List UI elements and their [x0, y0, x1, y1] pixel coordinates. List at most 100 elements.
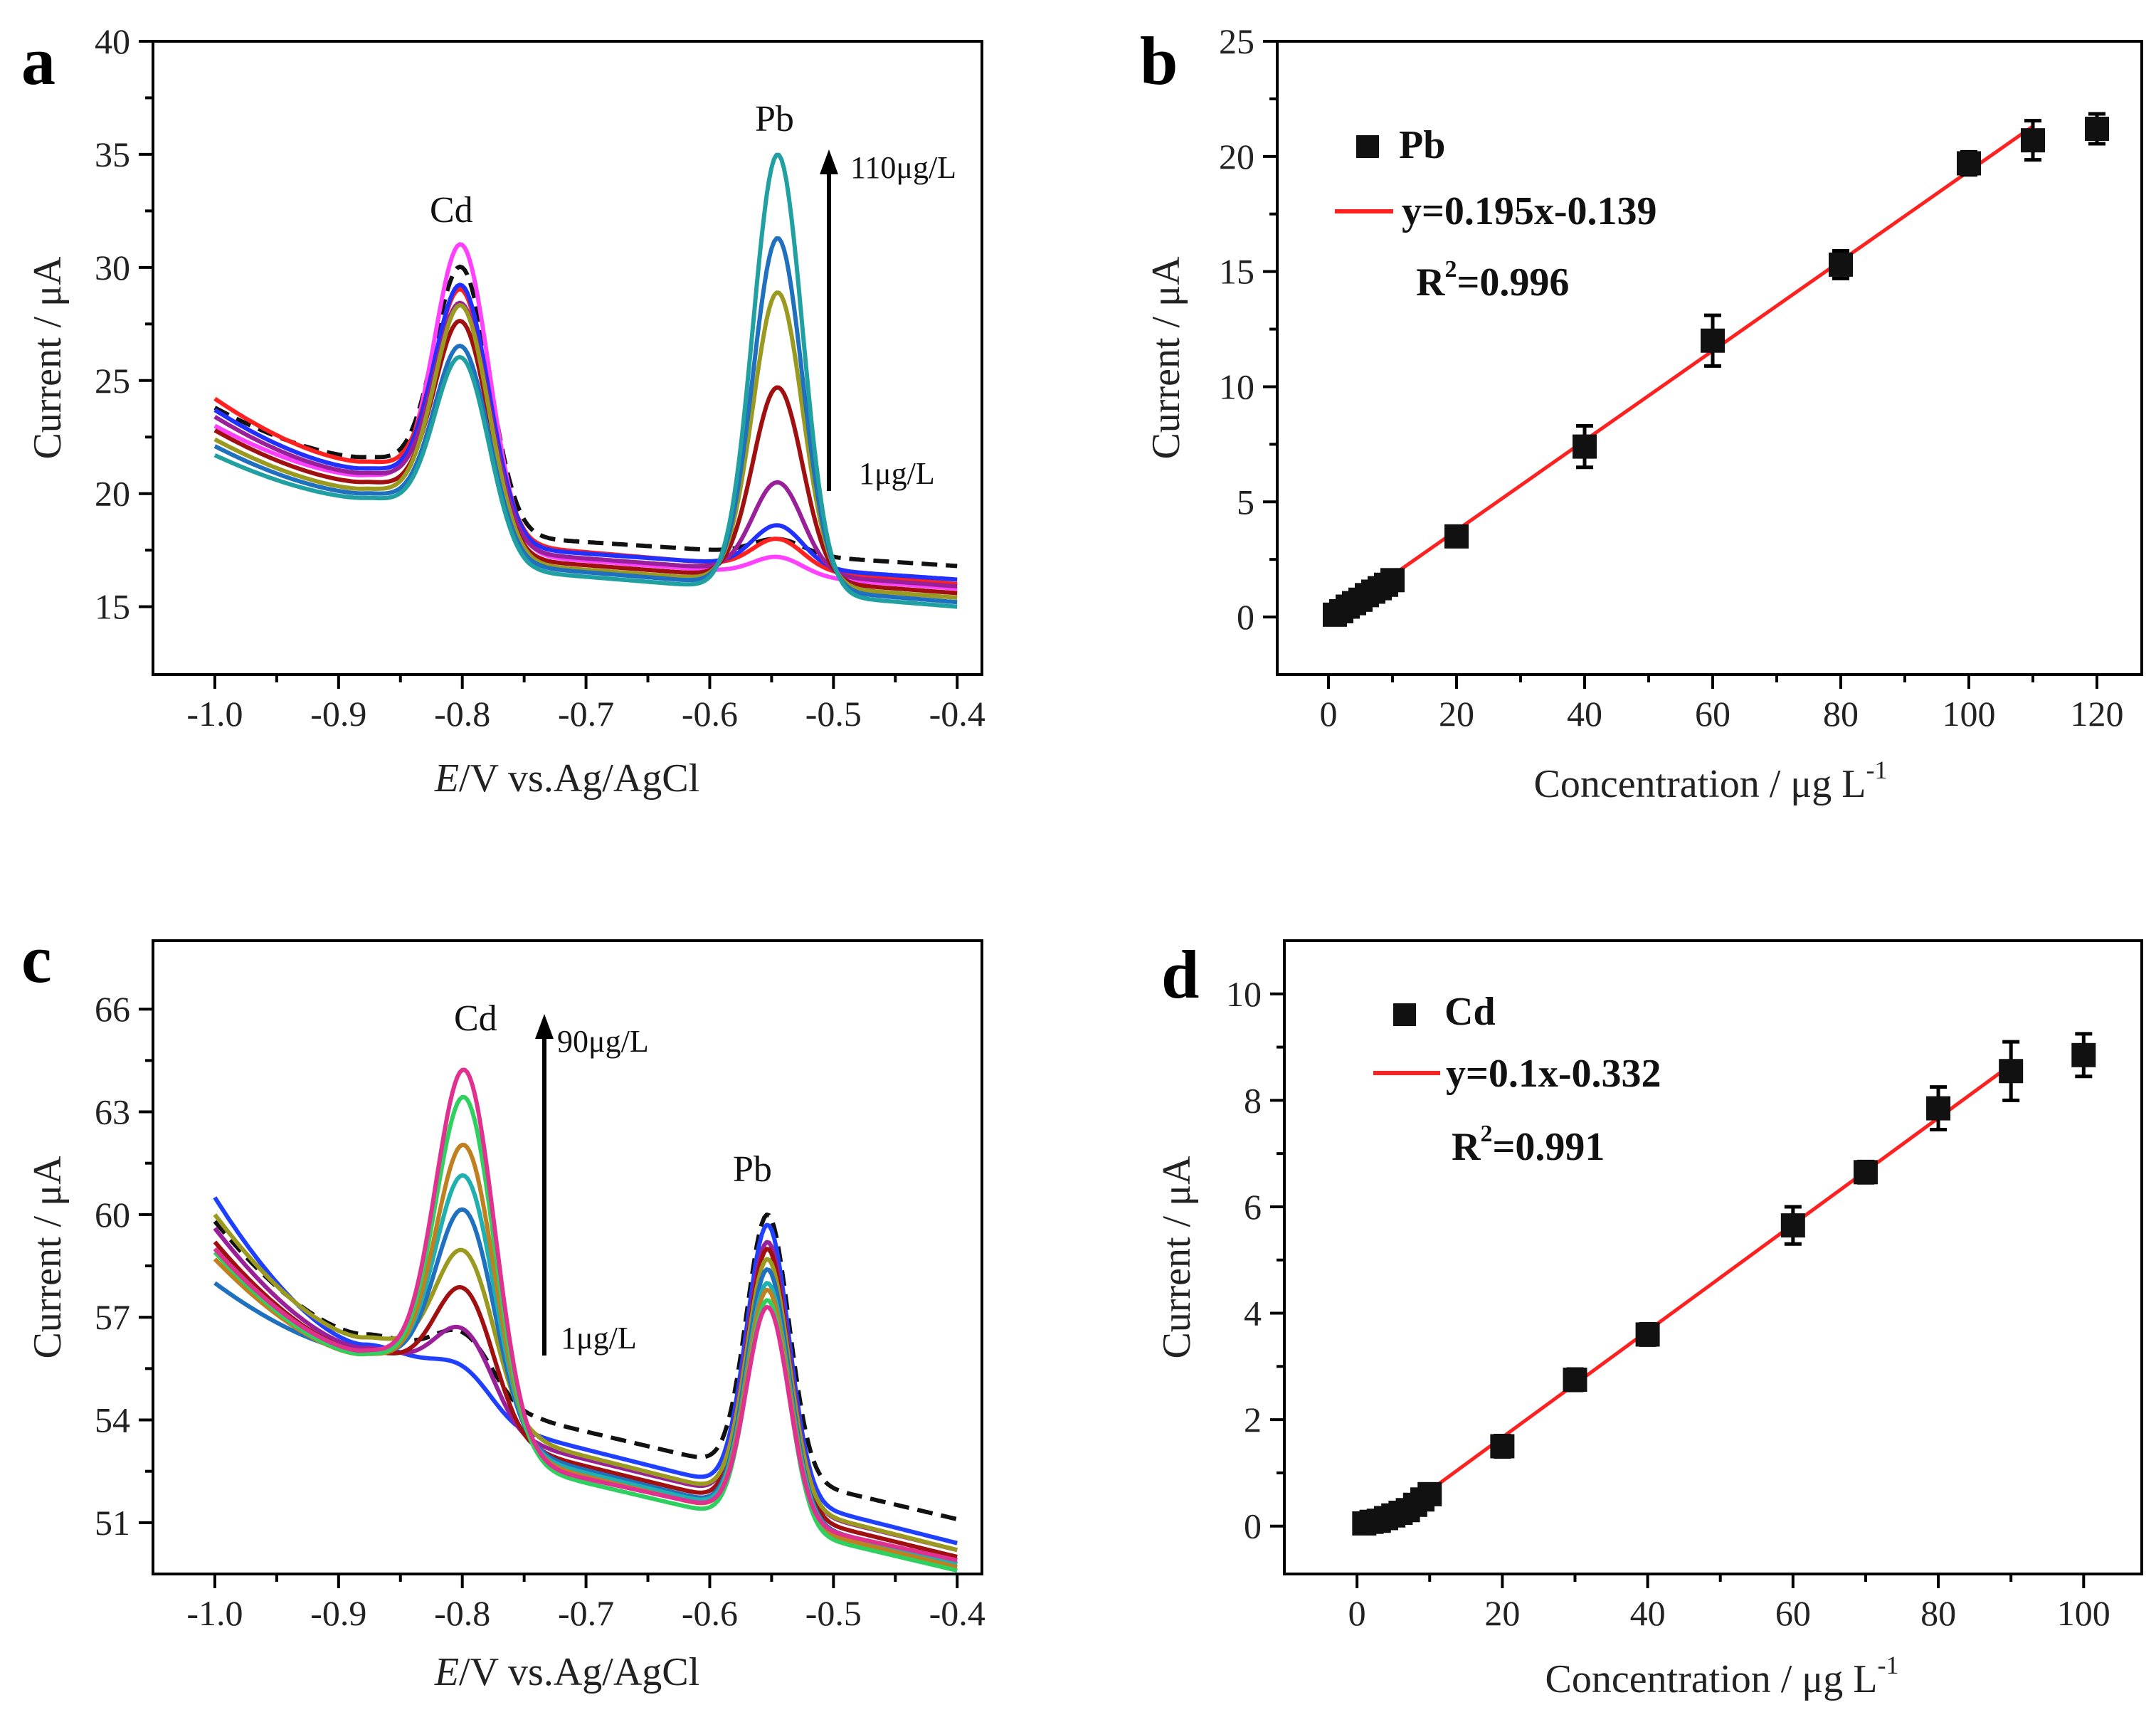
- x-axis-title-a: E/V vs.Ag/AgCl: [434, 756, 699, 801]
- plot-frame-d: [1283, 939, 2143, 1575]
- y-axis-title-c: Current / μA: [26, 1156, 70, 1359]
- x-tick-label-c: -0.9: [310, 1593, 366, 1633]
- data-point-d: [1417, 1481, 1442, 1506]
- x-tick-label-a: -1.0: [186, 694, 243, 734]
- legend-equation-d: y=0.1x-0.332: [1446, 1052, 1661, 1096]
- legend-label-b: Pb: [1399, 123, 1445, 167]
- x-tick-label-c: -0.8: [434, 1593, 490, 1633]
- x-tick-label-b: 120: [2071, 694, 2124, 734]
- arrow-head-c: [535, 1014, 554, 1039]
- data-point-d: [1780, 1213, 1805, 1238]
- x-tick-label-b: 40: [1567, 694, 1602, 734]
- y-tick-label-b: 25: [1219, 21, 1254, 61]
- x-tick-label-c: -0.6: [682, 1593, 738, 1633]
- fit-line-d: [1370, 1063, 2012, 1535]
- legend-equation-b: y=0.195x-0.139: [1402, 189, 1657, 233]
- data-point-b: [1380, 568, 1405, 593]
- y-tick-label-b: 10: [1219, 366, 1254, 406]
- x-tick-label-b: 80: [1823, 694, 1859, 734]
- legend-label-d: Cd: [1444, 990, 1496, 1034]
- x-tick-label-c: -0.7: [558, 1593, 614, 1633]
- data-point-d: [2071, 1042, 2096, 1067]
- x-tick-label-c: -0.4: [929, 1593, 985, 1633]
- y-tick-label-d: 10: [1226, 974, 1262, 1014]
- x-tick-label-a: -0.5: [805, 694, 862, 734]
- y-axis-title-a: Current / μA: [26, 256, 70, 460]
- annotation-low-c: 1μg/L: [561, 1321, 637, 1356]
- annotation-cd-a: Cd: [430, 190, 473, 231]
- panel-b: b 0 20 40 60 80 100 120 0 5 10 15 20 25 Pb y=0.195x-…: [1140, 21, 2143, 806]
- series-line-a-1: [213, 242, 958, 591]
- x-axis-title-b: Concentration / μg L-1: [1533, 756, 1887, 806]
- x-tick-label-a: -0.8: [434, 694, 490, 734]
- y-tick-label-c: 51: [95, 1503, 130, 1543]
- plot-frame-a: [152, 40, 983, 676]
- y-tick-label-d: 4: [1244, 1294, 1262, 1333]
- data-point-b: [1701, 328, 1725, 353]
- annotation-high-a: 110μg/L: [850, 150, 956, 185]
- x-tick-label-d: 20: [1484, 1593, 1520, 1633]
- x-tick-label-a: -0.6: [682, 694, 738, 734]
- legend-b: Pb y=0.195x-0.139 R2=0.996: [1335, 123, 1657, 305]
- data-point-b: [1957, 151, 1981, 176]
- arrow-head-a: [820, 149, 838, 174]
- x-tick-label-d: 60: [1775, 1593, 1811, 1633]
- series-line-a-8: [213, 152, 958, 609]
- legend-r2-d: R2=0.991: [1452, 1121, 1605, 1169]
- annotation-high-c: 90μg/L: [557, 1024, 649, 1059]
- x-tick-label-d: 0: [1348, 1593, 1366, 1633]
- x-tick-label-b: 100: [1943, 694, 1996, 734]
- y-tick-label-d: 2: [1244, 1400, 1262, 1439]
- x-axis-title-d: Concentration / μg L-1: [1545, 1651, 1898, 1701]
- legend-r2-b: R2=0.996: [1416, 256, 1569, 305]
- panel-d: d 0 20 40 60 80 100 0 2 4 6 8 10 Cd y=0.1x-0.332 R2…: [1155, 936, 2143, 1701]
- x-tick-label-d: 40: [1630, 1593, 1666, 1633]
- panel-c: c -1.0 -0.9 -0.8 -0.7 -0.6 -0.5 -0.4 51 54 57 60 63…: [21, 921, 985, 1694]
- y-tick-label-b: 0: [1237, 597, 1254, 637]
- legend-d: Cd y=0.1x-0.332 R2=0.991: [1373, 990, 1661, 1169]
- legend-marker-d: [1393, 1003, 1416, 1026]
- data-point-d: [1635, 1322, 1660, 1347]
- series-line-c-8: [213, 1094, 958, 1573]
- annotation-pb-c: Pb: [733, 1149, 772, 1190]
- x-tick-label-b: 60: [1695, 694, 1730, 734]
- plot-frame-c: [152, 939, 983, 1575]
- x-tick-label-b: 0: [1320, 694, 1338, 734]
- panel-a: a -1.0 -0.9 -0.8 -0.7 -0.6 -0.5 -0.4 15 20 25 30 35…: [21, 21, 985, 801]
- y-tick-label-c: 63: [95, 1092, 130, 1132]
- series-line-c-1: [213, 1196, 958, 1546]
- y-tick-label-a: 15: [95, 587, 130, 627]
- panel-letter-c: c: [21, 921, 52, 997]
- legend-marker-b: [1356, 135, 1379, 158]
- x-tick-label-d: 100: [2057, 1593, 2110, 1633]
- data-point-b: [1573, 434, 1597, 459]
- y-tick-label-c: 57: [95, 1297, 130, 1337]
- x-tick-label-c: -0.5: [805, 1593, 862, 1633]
- x-tick-label-a: -0.9: [310, 694, 366, 734]
- y-tick-label-b: 5: [1237, 482, 1254, 522]
- data-point-b: [1829, 252, 1853, 277]
- annotation-low-a: 1μg/L: [859, 456, 935, 491]
- panel-letter-d: d: [1161, 936, 1199, 1013]
- series-line-c-9: [213, 1067, 958, 1563]
- annotation-pb-a: Pb: [755, 99, 794, 139]
- y-tick-label-a: 30: [95, 248, 130, 287]
- y-tick-label-c: 54: [95, 1400, 130, 1440]
- x-tick-label-a: -0.7: [558, 694, 614, 734]
- x-axis-title-c: E/V vs.Ag/AgCl: [434, 1650, 699, 1694]
- y-tick-label-d: 6: [1244, 1187, 1262, 1227]
- y-tick-label-c: 66: [95, 989, 130, 1029]
- x-tick-label-b: 20: [1439, 694, 1474, 734]
- y-tick-label-b: 20: [1219, 137, 1254, 176]
- y-tick-label-b: 15: [1219, 252, 1254, 292]
- x-tick-label-a: -0.4: [929, 694, 985, 734]
- panel-letter-b: b: [1140, 23, 1178, 99]
- annotation-cd-c: Cd: [454, 998, 497, 1039]
- plot-frame-b: [1276, 40, 2143, 676]
- x-tick-label-c: -1.0: [186, 1593, 243, 1633]
- series-line-c-4: [213, 1213, 958, 1553]
- data-point-b: [1444, 524, 1469, 549]
- panel-letter-a: a: [21, 23, 56, 99]
- data-point-d: [1926, 1096, 1951, 1121]
